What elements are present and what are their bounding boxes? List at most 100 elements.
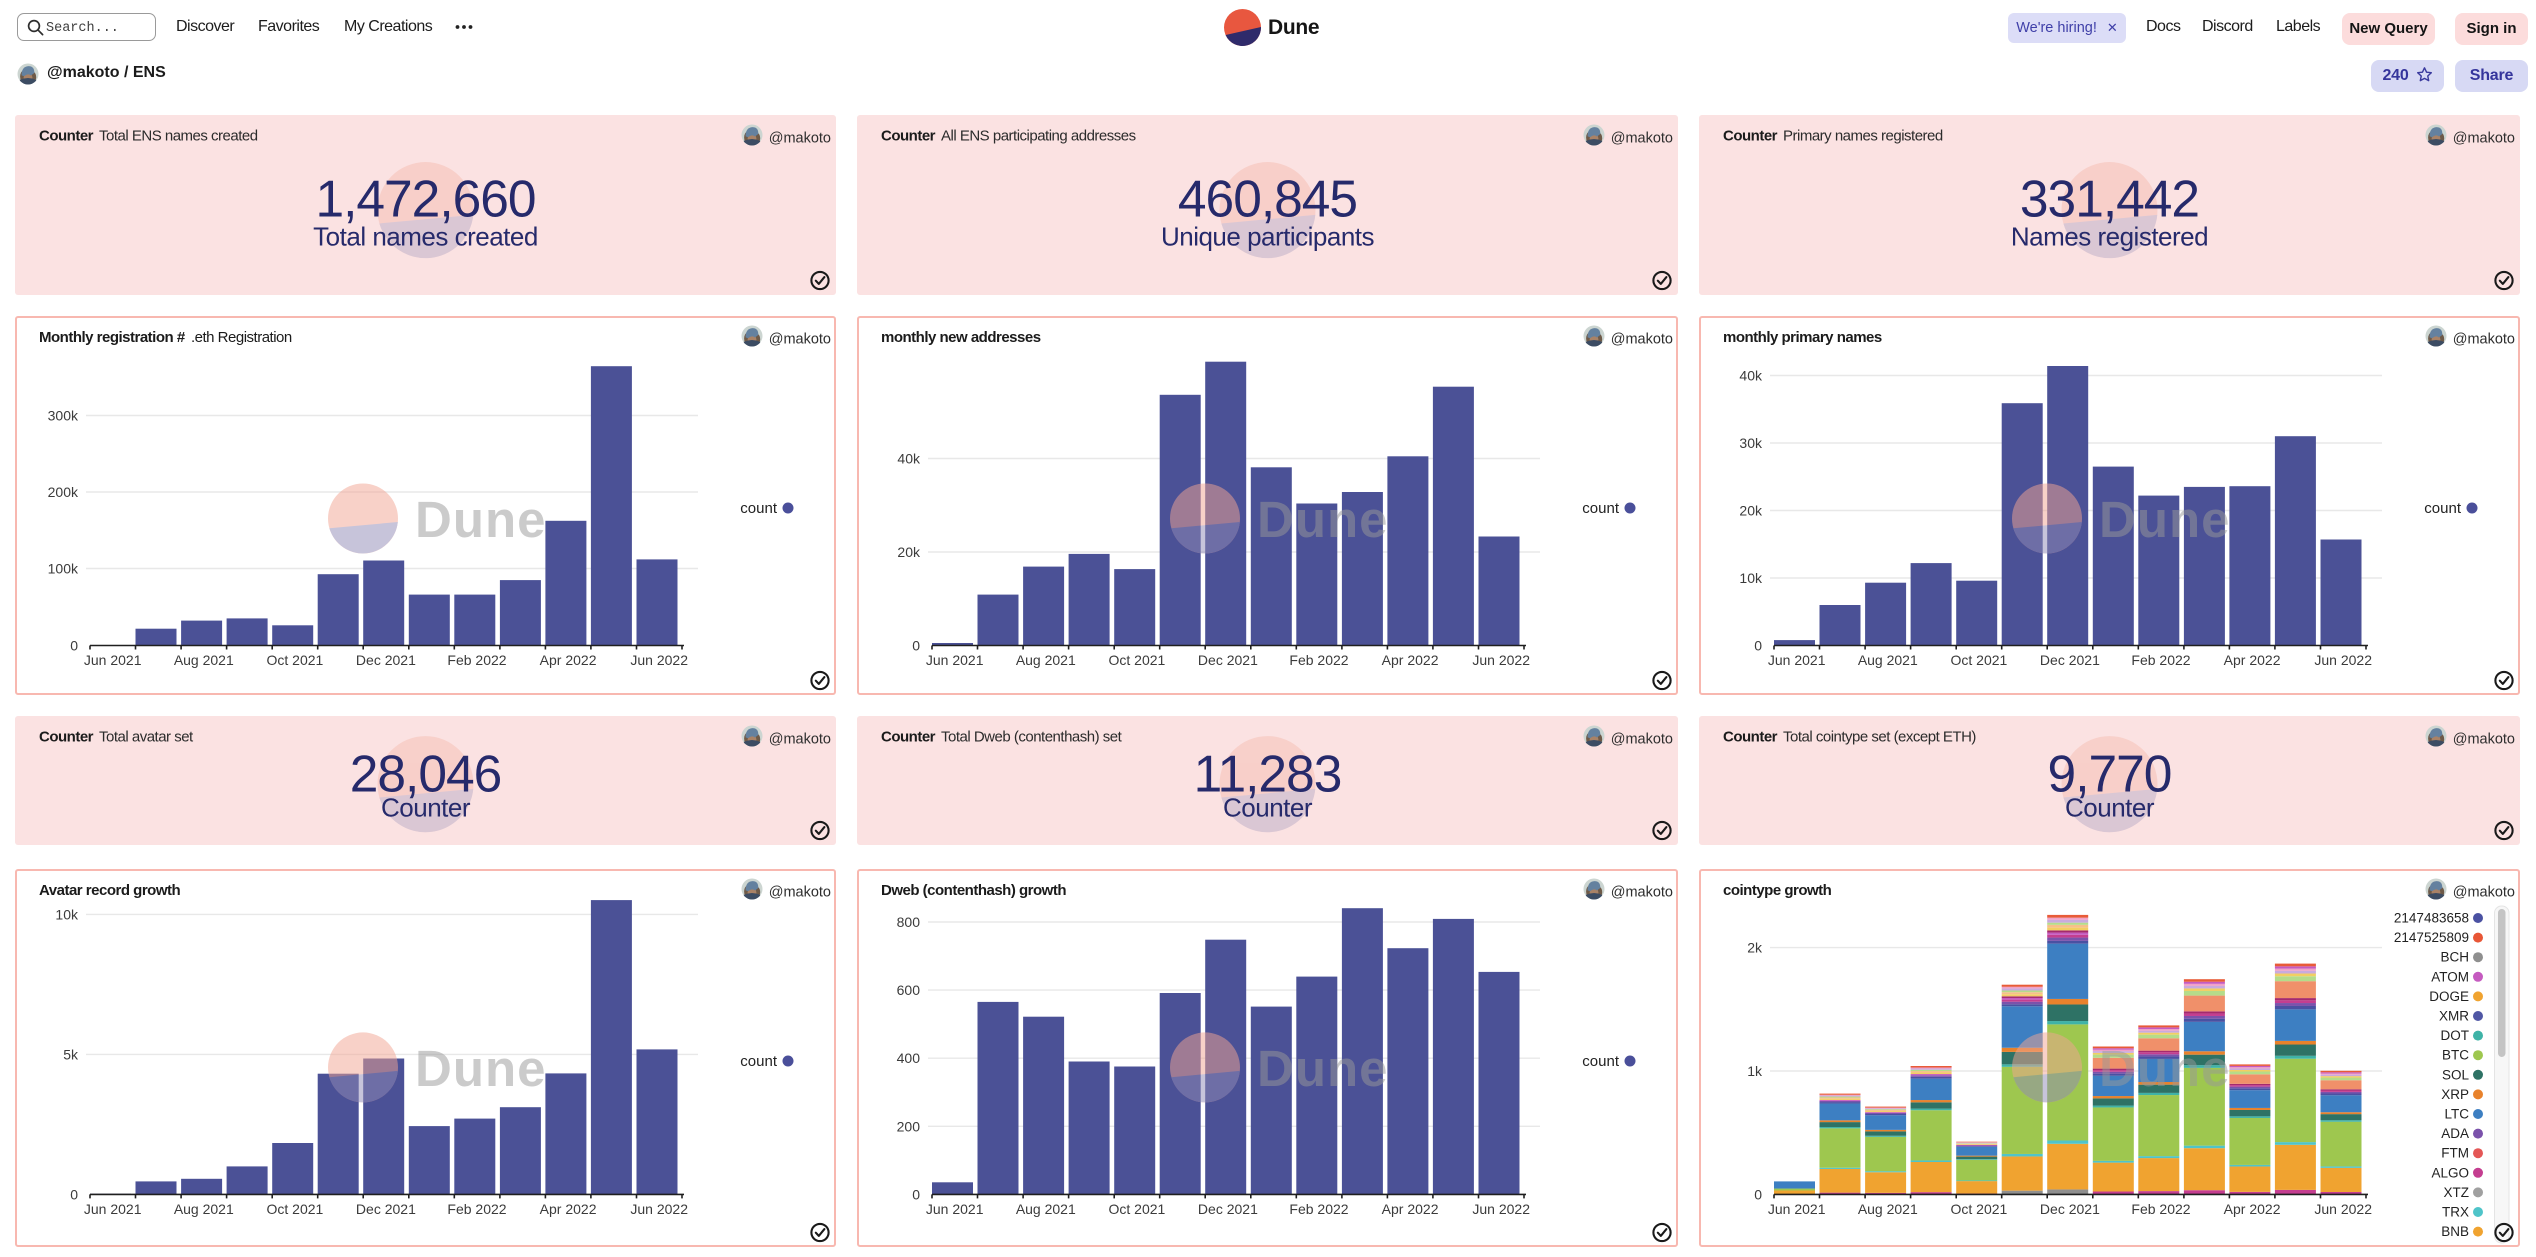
svg-text:Dune: Dune (415, 491, 547, 548)
svg-text:@makoto: @makoto (769, 332, 831, 348)
svg-text:SOL: SOL (2442, 1067, 2470, 1082)
svg-text:Apr 2022: Apr 2022 (2224, 652, 2281, 668)
svg-text:20k: 20k (897, 544, 921, 560)
svg-text:Total Dweb (contenthash) set: Total Dweb (contenthash) set (941, 729, 1123, 746)
svg-text:@makoto: @makoto (2453, 131, 2515, 147)
svg-text:@makoto: @makoto (2453, 885, 2515, 901)
svg-text:count: count (740, 500, 778, 517)
svg-text:@makoto: @makoto (769, 732, 831, 748)
svg-text:Apr 2022: Apr 2022 (2224, 1201, 2281, 1217)
svg-text:Names registered: Names registered (2011, 221, 2208, 251)
svg-text:2147525809: 2147525809 (2394, 930, 2469, 945)
svg-text:0: 0 (70, 638, 78, 654)
svg-text:XMR: XMR (2439, 1009, 2469, 1024)
svg-text:FTM: FTM (2441, 1146, 2469, 1161)
svg-text:Jun 2022: Jun 2022 (630, 652, 688, 668)
svg-text:Monthly registration #.eth Reg: Monthly registration # .eth Registration (39, 329, 292, 346)
svg-text:1k: 1k (1747, 1063, 1763, 1079)
svg-text:Feb 2022: Feb 2022 (447, 652, 506, 668)
svg-text:20k: 20k (1739, 503, 1763, 519)
svg-text:@makoto: @makoto (769, 131, 831, 147)
svg-text:Feb 2022: Feb 2022 (1289, 652, 1348, 668)
svg-text:Jun 2022: Jun 2022 (1472, 652, 1530, 668)
svg-text:Apr 2022: Apr 2022 (1382, 652, 1439, 668)
svg-text:Apr 2022: Apr 2022 (1382, 1201, 1439, 1217)
svg-text:Counter: Counter (881, 729, 936, 746)
svg-text:monthly new addresses: monthly new addresses (881, 329, 1041, 346)
svg-text:Dec 2021: Dec 2021 (2040, 1201, 2100, 1217)
svg-text:Jun 2021: Jun 2021 (1768, 652, 1826, 668)
svg-text:0: 0 (1754, 1186, 1762, 1202)
svg-text:XTZ: XTZ (2444, 1185, 2470, 1200)
svg-text:0: 0 (70, 1186, 78, 1202)
svg-text:40k: 40k (1739, 368, 1763, 384)
svg-text:Dec 2021: Dec 2021 (1198, 1201, 1258, 1217)
svg-text:Dec 2021: Dec 2021 (1198, 652, 1258, 668)
svg-text:Aug 2021: Aug 2021 (174, 1201, 234, 1217)
svg-text:100k: 100k (48, 561, 79, 577)
svg-text:Counter: Counter (2065, 793, 2155, 823)
svg-text:331,442: 331,442 (2020, 169, 2199, 227)
svg-text:Oct 2021: Oct 2021 (266, 652, 323, 668)
svg-text:Feb 2022: Feb 2022 (1289, 1201, 1348, 1217)
svg-text:All ENS participating addresse: All ENS participating addresses (941, 128, 1136, 145)
svg-text:Jun 2021: Jun 2021 (84, 1201, 142, 1217)
svg-text:DOGE: DOGE (2429, 989, 2469, 1004)
svg-text:ATOM: ATOM (2431, 969, 2469, 984)
svg-text:800: 800 (897, 914, 921, 930)
svg-text:Dweb (contenthash) growth: Dweb (contenthash) growth (881, 882, 1066, 899)
svg-text:Oct 2021: Oct 2021 (266, 1201, 323, 1217)
svg-text:monthly primary names: monthly primary names (1723, 329, 1882, 346)
svg-text:count: count (1582, 1053, 1620, 1070)
svg-text:count: count (2424, 500, 2462, 517)
svg-text:Oct 2021: Oct 2021 (1950, 652, 2007, 668)
svg-text:2147483658: 2147483658 (2394, 911, 2469, 926)
svg-text:Jun 2021: Jun 2021 (84, 652, 142, 668)
svg-text:Jun 2021: Jun 2021 (926, 652, 984, 668)
svg-text:LTC: LTC (2444, 1107, 2469, 1122)
svg-text:600: 600 (897, 982, 921, 998)
svg-text:Counter: Counter (881, 128, 936, 145)
svg-text:10k: 10k (1739, 570, 1763, 586)
svg-text:5k: 5k (63, 1046, 79, 1062)
svg-text:Feb 2022: Feb 2022 (2131, 652, 2190, 668)
svg-text:ALGO: ALGO (2431, 1165, 2469, 1180)
svg-text:TRX: TRX (2442, 1205, 2469, 1220)
svg-text:Counter: Counter (1723, 729, 1778, 746)
svg-text:Avatar record growth: Avatar record growth (39, 882, 180, 899)
svg-text:Dune: Dune (2099, 491, 2231, 548)
svg-text:XRP: XRP (2441, 1087, 2469, 1102)
svg-text:1,472,660: 1,472,660 (315, 169, 535, 227)
svg-text:BNB: BNB (2441, 1224, 2469, 1239)
svg-text:Jun 2022: Jun 2022 (2314, 1201, 2372, 1217)
svg-text:@makoto: @makoto (769, 885, 831, 901)
svg-text:0: 0 (1754, 638, 1762, 654)
svg-text:Aug 2021: Aug 2021 (1858, 1201, 1918, 1217)
svg-text:Total cointype set (except ETH: Total cointype set (except ETH) (1783, 729, 1976, 746)
svg-text:Counter: Counter (39, 729, 94, 746)
svg-text:Jun 2022: Jun 2022 (1472, 1201, 1530, 1217)
svg-text:Dune: Dune (1257, 491, 1389, 548)
svg-text:200k: 200k (48, 484, 79, 500)
svg-text:Primary names registered: Primary names registered (1783, 128, 1943, 145)
svg-text:cointype growth: cointype growth (1723, 882, 1832, 899)
svg-text:Dune: Dune (2099, 1040, 2231, 1097)
svg-text:11,283: 11,283 (1194, 745, 1342, 803)
svg-text:Oct 2021: Oct 2021 (1108, 652, 1165, 668)
svg-text:Counter: Counter (1223, 793, 1313, 823)
svg-text:Counter: Counter (39, 128, 94, 145)
svg-text:Apr 2022: Apr 2022 (540, 1201, 597, 1217)
svg-text:@makoto: @makoto (2453, 732, 2515, 748)
svg-text:@makoto: @makoto (1611, 332, 1673, 348)
svg-text:Unique participants: Unique participants (1161, 221, 1375, 251)
svg-text:28,046: 28,046 (350, 745, 502, 803)
svg-text:40k: 40k (897, 451, 921, 467)
svg-text:BTC: BTC (2442, 1048, 2469, 1063)
svg-text:Aug 2021: Aug 2021 (1858, 652, 1918, 668)
svg-text:@makoto: @makoto (2453, 332, 2515, 348)
svg-text:BCH: BCH (2440, 950, 2469, 965)
svg-text:30k: 30k (1739, 435, 1763, 451)
svg-text:@makoto: @makoto (1611, 885, 1673, 901)
svg-text:Dune: Dune (1257, 1040, 1389, 1097)
svg-text:Total ENS names created: Total ENS names created (99, 128, 258, 145)
